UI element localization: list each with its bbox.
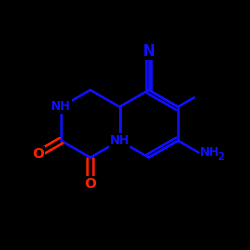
Text: O: O <box>32 147 44 161</box>
Text: NH: NH <box>200 146 220 159</box>
Text: NH: NH <box>110 134 130 147</box>
Text: NH: NH <box>51 100 71 114</box>
Text: 2: 2 <box>217 152 224 162</box>
Text: O: O <box>84 177 96 191</box>
Text: N: N <box>142 44 155 59</box>
